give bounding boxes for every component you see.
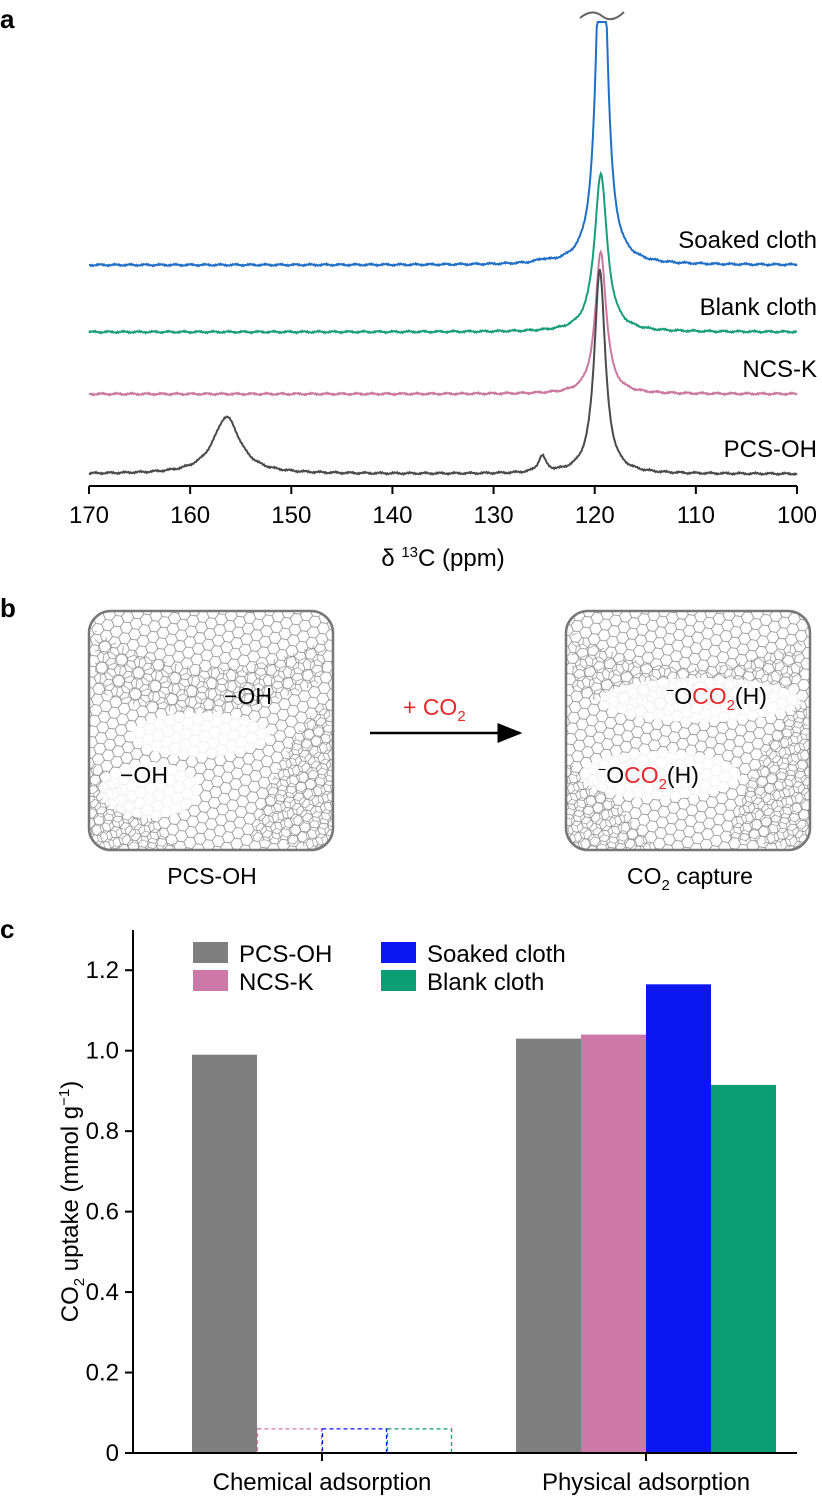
x-axis-label: δ 13C (ppm) <box>381 544 504 572</box>
y-tick-label: 0.2 <box>86 1360 119 1387</box>
co2-uptake-bar-chart: 0 0.2 0.4 0.6 0.8 1.0 1.2 Chemical adsorption Ph… <box>56 930 797 1496</box>
spectrum-label-2: NCS-K <box>742 356 817 383</box>
legend-label: NCS-K <box>239 969 314 996</box>
spectrum-line-0 <box>88 21 798 268</box>
x-tick-label: 100 <box>777 502 817 529</box>
nmr-spectra-chart: Soaked cloth Blank cloth NCS-K PCS-OH 170 160… <box>69 11 817 572</box>
spectrum-line-3 <box>88 268 798 477</box>
panel-b-letter: b <box>0 593 16 623</box>
x-tick-label: 160 <box>170 502 210 529</box>
left-structure-caption: PCS-OH <box>167 863 256 889</box>
bar <box>192 1054 257 1453</box>
y-tick-label: 1.0 <box>86 1038 119 1065</box>
spectrum-line-1 <box>88 170 798 335</box>
panel-c-letter: c <box>0 914 14 944</box>
x-tick-label: 170 <box>69 502 109 529</box>
y-tick-label: 1.2 <box>86 957 119 984</box>
y-tick-label: 0.6 <box>86 1199 119 1226</box>
spectrum-line-2 <box>88 249 798 397</box>
co2-capture-structure-illustration: −OCO2(H) −OCO2(H) <box>564 609 812 852</box>
legend-swatch <box>193 942 228 963</box>
co2-capture-box <box>564 609 812 852</box>
x-tick-label: 150 <box>271 502 311 529</box>
right-carbonate-label-1: −OCO2(H) <box>666 682 767 714</box>
right-structure-caption: CO2 capture <box>627 863 753 894</box>
y-tick-label: 0.8 <box>86 1118 119 1145</box>
panel-a-letter: a <box>0 4 15 34</box>
bar <box>711 1084 776 1453</box>
right-carbonate-label-2: −OCO2(H) <box>598 761 699 793</box>
bar <box>646 984 711 1453</box>
pcs-oh-box <box>87 609 335 852</box>
x-category-label: Physical adsorption <box>542 1469 750 1496</box>
legend-label: Blank cloth <box>427 969 544 996</box>
bar-outline <box>386 1428 453 1454</box>
axis-break-icon <box>579 11 625 21</box>
x-tick-label: 130 <box>474 502 514 529</box>
left-hydroxyl-label-1: −OH <box>224 683 272 709</box>
spectrum-label-3: PCS-OH <box>724 436 817 463</box>
legend-swatch <box>193 970 228 991</box>
x-category-label: Chemical adsorption <box>213 1469 432 1496</box>
x-tick-label: 110 <box>677 502 715 529</box>
y-tick-label: 0 <box>106 1440 119 1467</box>
legend-label: PCS-OH <box>239 941 332 968</box>
left-hydroxyl-label-2: −OH <box>120 762 168 788</box>
arrow-label: + CO2 <box>403 694 466 725</box>
legend-label: Soaked cloth <box>427 941 566 968</box>
bar-outline <box>321 1428 388 1454</box>
spectrum-label-0: Soaked cloth <box>678 227 817 254</box>
x-tick-label: 120 <box>575 502 615 529</box>
bar <box>516 1038 581 1453</box>
y-tick-label: 0.4 <box>86 1279 119 1306</box>
x-tick-label: 140 <box>372 502 412 529</box>
bar <box>581 1034 646 1453</box>
pcs-oh-structure-illustration: −OH −OH <box>87 609 335 852</box>
bar-outline <box>256 1428 323 1454</box>
legend-swatch <box>381 942 416 963</box>
legend-swatch <box>381 970 416 991</box>
y-axis-label: CO2 uptake (mmol g−1) <box>56 1081 88 1323</box>
spectrum-label-1: Blank cloth <box>700 294 817 321</box>
